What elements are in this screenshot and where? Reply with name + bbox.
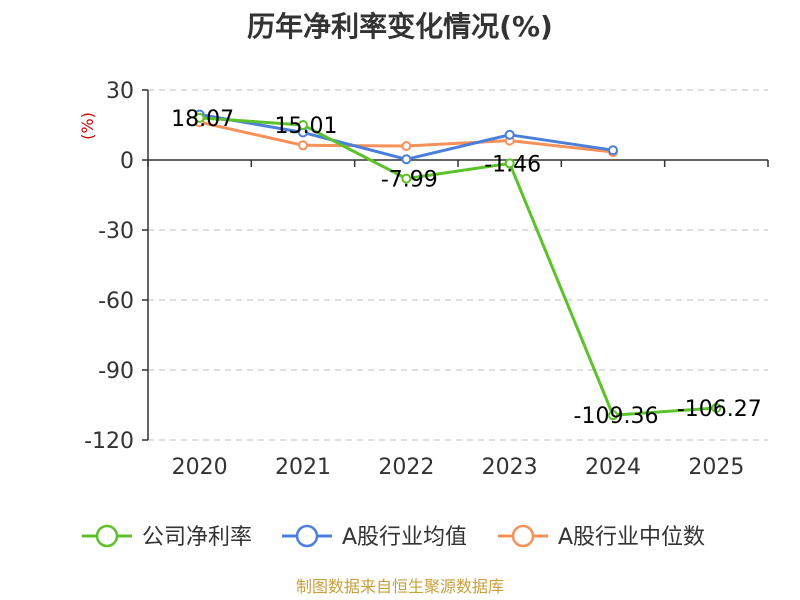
series-point xyxy=(401,173,412,184)
series-point xyxy=(504,129,515,140)
series-point xyxy=(711,402,722,413)
x-tick-label: 2025 xyxy=(688,455,744,480)
legend-label: A股行业均值 xyxy=(342,525,467,550)
legend-label: 公司净利率 xyxy=(142,525,252,550)
series-line xyxy=(199,116,717,417)
legend-marker xyxy=(295,524,319,548)
y-axis-unit: (%) xyxy=(78,112,97,140)
y-tick-label: -30 xyxy=(98,219,134,244)
x-tick-labels: 2020 2021 2022 2023 2024 2025 xyxy=(172,455,745,480)
grid-lines xyxy=(148,89,768,441)
series-point xyxy=(504,158,515,169)
y-tick-label: -120 xyxy=(84,429,134,454)
x-tick-label: 2023 xyxy=(482,455,538,480)
y-tick-label: 0 xyxy=(120,149,134,174)
series-point xyxy=(194,112,205,123)
axes xyxy=(142,89,769,441)
data-labels: 18.07 15.01 -7.99 -1.46 -109.36 -106.27 xyxy=(171,107,762,429)
series-point xyxy=(608,145,618,156)
legend: 公司净利率 A股行业均值 A股行业中位数 xyxy=(82,524,705,550)
chart-title: 历年净利率变化情况(%) xyxy=(247,10,553,43)
data-label: -106.27 xyxy=(677,397,762,422)
y-tick-label: 30 xyxy=(106,79,134,104)
x-tick-label: 2020 xyxy=(172,455,228,480)
y-tick-label: -90 xyxy=(98,359,134,384)
series-point xyxy=(608,410,618,421)
series-point xyxy=(298,119,308,130)
y-tick-labels: 30 0 -30 -60 -90 -120 xyxy=(84,79,134,454)
legend-marker xyxy=(511,524,535,548)
series-point xyxy=(401,141,412,151)
series-point xyxy=(401,154,412,165)
legend-label: A股行业中位数 xyxy=(558,525,705,550)
y-tick-label: -60 xyxy=(98,289,134,314)
series-point xyxy=(298,140,308,151)
x-tick-label: 2021 xyxy=(275,455,331,480)
series-lines xyxy=(194,109,722,421)
data-label: -1.46 xyxy=(484,152,541,177)
legend-marker xyxy=(95,524,119,548)
x-tick-label: 2024 xyxy=(585,455,641,480)
source-note: 制图数据来自恒生聚源数据库 xyxy=(296,577,504,596)
data-label: -109.36 xyxy=(574,404,659,429)
data-label: -7.99 xyxy=(381,168,438,193)
data-label: 15.01 xyxy=(275,114,338,139)
data-label: 18.07 xyxy=(171,107,234,132)
x-tick-label: 2022 xyxy=(378,455,434,480)
